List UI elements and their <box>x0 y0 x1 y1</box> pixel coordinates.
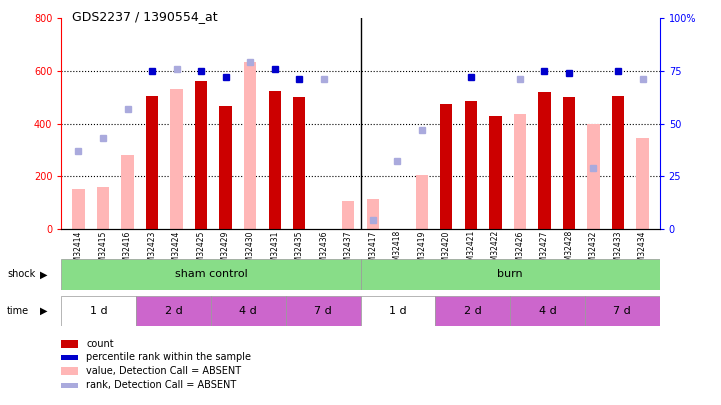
Text: 1 d: 1 d <box>389 306 407 316</box>
Bar <box>136 296 211 326</box>
Text: GDS2237 / 1390554_at: GDS2237 / 1390554_at <box>72 10 218 23</box>
Bar <box>97 187 109 229</box>
Bar <box>360 259 660 290</box>
Bar <box>342 201 354 229</box>
Text: 4 d: 4 d <box>239 306 257 316</box>
Text: rank, Detection Call = ABSENT: rank, Detection Call = ABSENT <box>87 380 236 390</box>
Bar <box>61 367 78 375</box>
Text: count: count <box>87 339 114 349</box>
Bar <box>146 96 158 229</box>
Bar <box>268 91 280 229</box>
Text: ▶: ▶ <box>40 269 47 279</box>
Bar <box>441 104 453 229</box>
Text: 1 d: 1 d <box>90 306 107 316</box>
Bar <box>286 296 360 326</box>
Text: shock: shock <box>7 269 35 279</box>
Bar <box>637 138 649 229</box>
Bar <box>360 296 435 326</box>
Bar <box>61 259 360 290</box>
Bar <box>367 198 379 229</box>
Bar <box>588 124 600 229</box>
Bar <box>195 81 207 229</box>
Bar <box>490 115 502 229</box>
Text: 7 d: 7 d <box>614 306 631 316</box>
Bar <box>539 92 551 229</box>
Bar <box>121 155 133 229</box>
Bar <box>465 101 477 229</box>
Bar <box>514 114 526 229</box>
Bar <box>61 355 78 360</box>
Bar <box>293 97 305 229</box>
Bar <box>563 97 575 229</box>
Bar <box>72 189 84 229</box>
Text: burn: burn <box>497 269 523 279</box>
Bar <box>61 340 78 347</box>
Text: time: time <box>7 306 30 316</box>
Text: sham control: sham control <box>174 269 247 279</box>
Bar <box>510 296 585 326</box>
Text: 7 d: 7 d <box>314 306 332 316</box>
Bar <box>170 90 182 229</box>
Bar <box>612 96 624 229</box>
Bar <box>244 62 256 229</box>
Bar <box>435 296 510 326</box>
Text: 2 d: 2 d <box>164 306 182 316</box>
Bar <box>219 107 231 229</box>
Bar <box>61 383 78 388</box>
Bar <box>211 296 286 326</box>
Bar <box>585 296 660 326</box>
Text: percentile rank within the sample: percentile rank within the sample <box>87 352 252 362</box>
Text: 2 d: 2 d <box>464 306 482 316</box>
Text: ▶: ▶ <box>40 306 47 316</box>
Text: 4 d: 4 d <box>539 306 557 316</box>
Text: value, Detection Call = ABSENT: value, Detection Call = ABSENT <box>87 366 242 376</box>
Bar <box>416 175 428 229</box>
Bar <box>61 296 136 326</box>
